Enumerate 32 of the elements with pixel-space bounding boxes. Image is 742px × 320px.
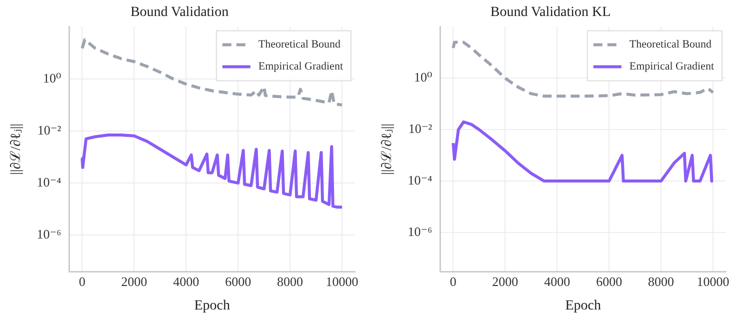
x-tick-label: 6000 bbox=[596, 274, 622, 289]
y-tick-label: 10⁻⁴ bbox=[36, 174, 62, 190]
x-tick-label: 8000 bbox=[648, 274, 674, 289]
x-tick-label: 8000 bbox=[277, 274, 304, 289]
y-tick-label: 10⁰ bbox=[42, 70, 62, 86]
y-tick-label: 10⁻² bbox=[37, 122, 62, 138]
y-axis-title: ||∂ℒ/∂ℓⱼ|| bbox=[9, 124, 24, 175]
chart-title: Bound Validation KL bbox=[490, 5, 611, 20]
x-tick-label: 0 bbox=[78, 274, 86, 289]
x-tick-label: 2000 bbox=[121, 274, 148, 289]
x-tick-label: 6000 bbox=[225, 274, 252, 289]
legend-label: Empirical Gradient bbox=[629, 60, 714, 73]
legend-label: Theoretical Bound bbox=[258, 38, 342, 51]
y-tick-label: 10⁻⁶ bbox=[408, 224, 432, 239]
x-tick-label: 4000 bbox=[173, 274, 200, 289]
x-tick-label: 10000 bbox=[696, 274, 730, 289]
y-tick-label: 10⁰ bbox=[414, 70, 432, 85]
line-series bbox=[452, 40, 715, 98]
legend-label: Theoretical Bound bbox=[629, 38, 712, 51]
x-tick-label: 2000 bbox=[492, 274, 518, 289]
y-tick-label: 10⁻⁴ bbox=[408, 172, 433, 188]
y-tick-label: 10⁻⁶ bbox=[36, 226, 62, 242]
line-series bbox=[80, 38, 344, 106]
x-axis-title: Epoch bbox=[565, 298, 601, 314]
chart-title: Bound Validation bbox=[130, 5, 229, 20]
x-axis-title: Epoch bbox=[194, 298, 230, 314]
legend-label: Empirical Gradient bbox=[258, 60, 344, 73]
x-tick-label: 4000 bbox=[544, 274, 570, 289]
y-tick-label: 10⁻² bbox=[408, 121, 432, 136]
x-tick-label: 10000 bbox=[326, 274, 358, 289]
x-tick-label: 0 bbox=[450, 274, 456, 289]
y-axis-title: ||∂ℒ/∂ℓⱼ|| bbox=[380, 124, 396, 175]
